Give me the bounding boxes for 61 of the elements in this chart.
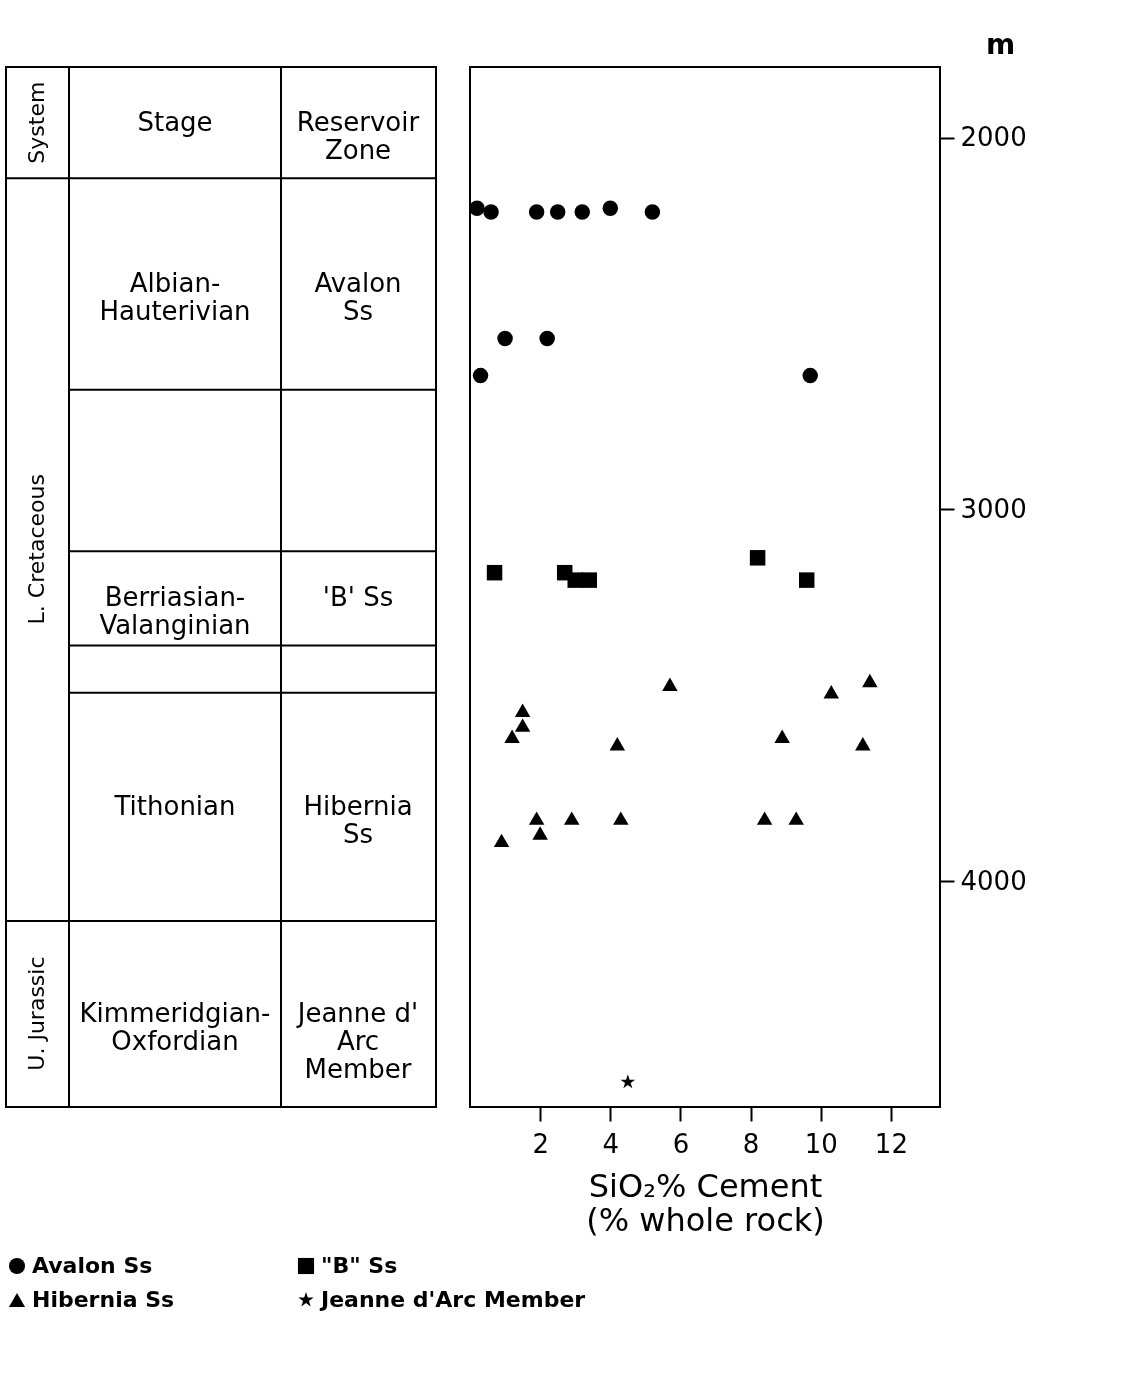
point	[613, 811, 629, 825]
point	[644, 204, 661, 220]
x-tick-label: 12	[874, 1128, 908, 1159]
text: U. Jurassic	[24, 956, 49, 1071]
point	[662, 677, 678, 691]
x-tick-label: 2	[532, 1128, 549, 1159]
text: Stage	[137, 106, 213, 137]
y-tick-label: 3000	[960, 493, 1027, 524]
point	[609, 737, 626, 751]
legend-label: Jeanne d'Arc Member	[319, 1287, 586, 1312]
text: Hibernia Ss	[303, 790, 413, 849]
point	[493, 833, 510, 848]
y-tick-label: 4000	[960, 865, 1027, 896]
point	[581, 572, 597, 588]
text: Albian- Hauterivian	[99, 268, 251, 327]
legend-label: "B" Ss	[321, 1253, 398, 1278]
x-tick-label: 10	[804, 1128, 838, 1159]
point	[620, 1074, 636, 1089]
point	[788, 811, 804, 825]
text: Jeanne d' Arc Member	[295, 997, 419, 1084]
point	[528, 811, 545, 825]
text: Reservoir Zone	[296, 106, 420, 165]
legend-label: Avalon Ss	[32, 1253, 153, 1278]
point	[469, 200, 485, 217]
point	[528, 204, 545, 220]
point	[855, 737, 871, 751]
point	[532, 826, 548, 840]
point	[486, 564, 503, 581]
point	[514, 703, 531, 717]
point	[472, 367, 489, 384]
point	[798, 572, 815, 588]
point	[602, 200, 619, 217]
point	[802, 367, 818, 384]
point	[563, 811, 580, 825]
text: L. Cretaceous	[24, 474, 49, 625]
text: Kimmeridgian- Oxfordian	[79, 997, 271, 1056]
point	[539, 330, 555, 347]
point	[504, 729, 520, 743]
point	[497, 330, 513, 347]
text: System	[24, 81, 49, 164]
x-axis-title: SiO₂% Cement (% whole rock)	[586, 1166, 825, 1239]
x-tick-label: 8	[742, 1128, 760, 1159]
point	[756, 811, 773, 825]
point	[574, 204, 590, 220]
text: 'B' Ss	[322, 582, 394, 613]
point	[862, 673, 878, 688]
x-tick-label: 4	[602, 1128, 620, 1159]
text: Berriasian- Valanginian	[99, 582, 251, 641]
point	[514, 718, 531, 732]
point	[483, 204, 499, 220]
point	[823, 684, 840, 699]
y-tick-label: 2000	[960, 122, 1027, 153]
x-tick-label: 6	[672, 1128, 690, 1159]
text: Avalon Ss	[314, 268, 402, 327]
point	[567, 572, 583, 588]
point	[549, 204, 566, 220]
text: Tithonian	[113, 790, 236, 821]
point	[774, 729, 790, 743]
legend-label: Hibernia Ss	[32, 1287, 175, 1312]
y-axis-title: m	[985, 27, 1016, 61]
point	[749, 550, 766, 566]
